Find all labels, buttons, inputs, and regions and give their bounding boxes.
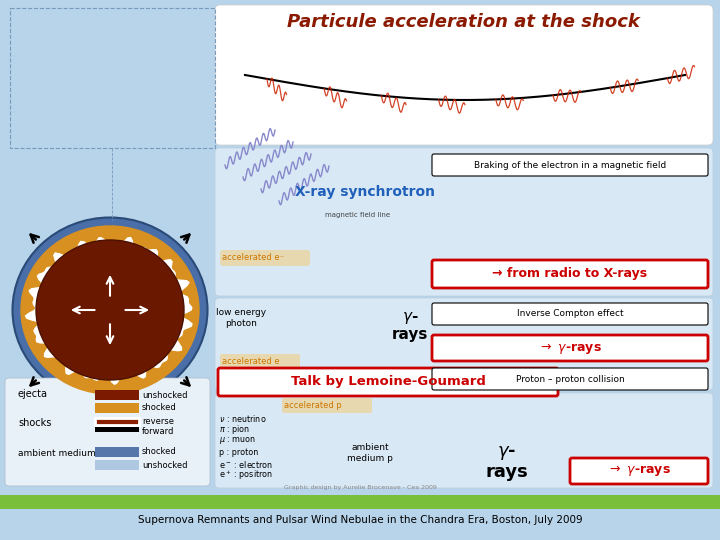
Bar [95,460,139,470]
Bar [95,390,139,400]
Polygon shape [26,238,192,384]
FancyBboxPatch shape [432,303,708,325]
Text: Proton – proton collision: Proton – proton collision [516,375,624,383]
Text: magnetic field line: magnetic field line [325,212,390,218]
Text: Graphic design by Aurelie Brocenave - Cea 2009: Graphic design by Aurelie Brocenave - Ce… [284,485,436,490]
Text: Particule acceleration at the shock: Particule acceleration at the shock [287,13,639,31]
FancyBboxPatch shape [432,335,708,361]
Text: $\mu$ : muon: $\mu$ : muon [219,435,256,447]
Text: $\rightarrow$ $\gamma$-rays: $\rightarrow$ $\gamma$-rays [607,463,671,478]
Ellipse shape [21,226,199,394]
Ellipse shape [36,240,184,380]
Bar [95,403,139,413]
FancyBboxPatch shape [432,368,708,390]
FancyBboxPatch shape [215,393,713,488]
Text: Braking of the electron in a magnetic field: Braking of the electron in a magnetic fi… [474,160,666,170]
FancyBboxPatch shape [215,148,713,296]
Text: $\rightarrow$ $\gamma$-rays: $\rightarrow$ $\gamma$-rays [538,341,602,355]
Text: e$^+$ : positron: e$^+$ : positron [219,469,273,482]
Text: shocked: shocked [142,448,176,456]
FancyBboxPatch shape [220,250,310,266]
Text: e$^-$ : electron: e$^-$ : electron [219,458,273,469]
Text: p : proton: p : proton [219,448,258,457]
Text: accelerated p: accelerated p [284,402,342,410]
FancyBboxPatch shape [5,378,210,486]
Text: ambient
medium p: ambient medium p [347,443,393,463]
Text: accelerated e: accelerated e [222,357,279,367]
Ellipse shape [12,218,207,402]
FancyBboxPatch shape [215,298,713,390]
Text: reverse: reverse [142,417,174,427]
FancyBboxPatch shape [432,260,708,288]
Text: rays: rays [485,463,528,481]
Text: low energy
photon: low energy photon [216,308,266,328]
Text: → from radio to X-rays: → from radio to X-rays [492,267,647,280]
Text: rays: rays [392,327,428,342]
Text: Inverse Compton effect: Inverse Compton effect [517,309,624,319]
Text: unshocked: unshocked [142,390,187,400]
FancyBboxPatch shape [432,154,708,176]
FancyBboxPatch shape [215,5,713,145]
Bar [0,495,720,509]
Text: Talk by Lemoine-Goumard: Talk by Lemoine-Goumard [291,375,485,388]
Text: $\gamma$-: $\gamma$- [402,310,418,326]
Text: accelerated e⁻: accelerated e⁻ [222,253,284,262]
Text: X-ray synchrotron: X-ray synchrotron [295,185,435,199]
Text: $\nu$ : neutrino: $\nu$ : neutrino [219,413,266,423]
Text: shocked: shocked [142,403,176,413]
Text: ambient medium: ambient medium [18,449,96,457]
Text: unshocked: unshocked [142,461,187,469]
Text: $\pi$ : pion: $\pi$ : pion [219,423,250,436]
FancyBboxPatch shape [218,368,558,396]
Bar [95,447,139,457]
Text: Supernova Remnants and Pulsar Wind Nebulae in the Chandra Era, Boston, July 2009: Supernova Remnants and Pulsar Wind Nebul… [138,515,582,525]
Text: shocks: shocks [18,418,51,428]
FancyBboxPatch shape [220,354,300,369]
Text: $\gamma$-: $\gamma$- [498,444,516,462]
Bar [95,427,139,432]
Text: ejecta: ejecta [18,389,48,399]
Bar [95,418,139,425]
Text: forward: forward [142,428,174,436]
FancyBboxPatch shape [282,398,372,413]
FancyBboxPatch shape [570,458,708,484]
